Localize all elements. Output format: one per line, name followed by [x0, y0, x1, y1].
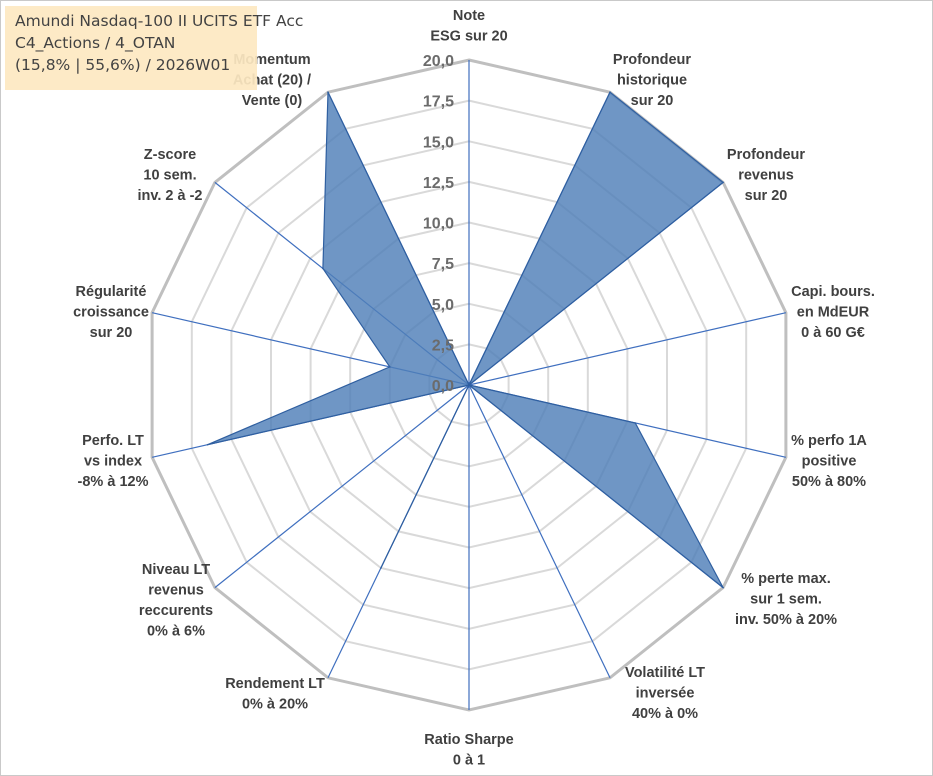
- tick-label: 10,0: [423, 216, 454, 233]
- axis-label: Profondeur historique sur 20: [613, 52, 691, 109]
- axis-label: Volatilité LT inversée 40% à 0%: [625, 665, 705, 722]
- series-point: [322, 267, 324, 270]
- fund-info-box: Amundi Nasdaq-100 II UCITS ETF Acc C4_Ac…: [5, 6, 304, 90]
- tick-label: 17,5: [423, 94, 454, 111]
- axis-label: Z-score 10 sem. inv. 2 à -2: [137, 147, 202, 204]
- tick-label: 5,0: [432, 297, 454, 314]
- fund-category: C4_Actions / 4_OTAN: [15, 34, 176, 52]
- tick-label: 2,5: [432, 337, 454, 354]
- axis-label: Perfo. LT vs index -8% à 12%: [78, 433, 149, 490]
- series-point: [327, 91, 329, 93]
- axis-spoke: [468, 384, 611, 679]
- axis-label: Niveau LT revenus reccurents 0% à 6%: [139, 562, 213, 640]
- series-point: [609, 91, 611, 93]
- tick-label: 0,0: [432, 378, 454, 395]
- tick-label: 15,0: [423, 134, 454, 151]
- radar-series: [206, 91, 725, 589]
- fund-name: Amundi Nasdaq-100 II UCITS ETF Acc: [15, 12, 304, 30]
- series-area: [207, 91, 725, 589]
- radar-tick-labels: 0,0 2,5 5,0 7,5 10,0 12,5 15,0 17,5 20,0: [423, 53, 454, 395]
- series-point: [389, 366, 391, 368]
- axis-label: Régularité croissance sur 20: [73, 284, 149, 341]
- tick-label: 7,5: [432, 256, 454, 273]
- series-point: [206, 443, 209, 446]
- axis-label: Ratio Sharpe 0 à 1: [424, 732, 513, 769]
- axis-label: Note ESG sur 20: [430, 8, 507, 45]
- series-point: [380, 567, 382, 569]
- axis-label: % perfo 1A positive 50% à 80%: [791, 433, 867, 490]
- series-point: [722, 181, 724, 184]
- tick-label: 12,5: [423, 175, 454, 192]
- axis-label: Capi. bours. en MdEUR 0 à 60 G€: [791, 284, 875, 341]
- axis-spoke: [468, 312, 787, 386]
- radar-axis-labels: Note ESG sur 20 Profondeur historique sur 20…: [73, 8, 875, 769]
- tick-label: 20,0: [423, 53, 454, 70]
- series-point: [722, 586, 724, 589]
- fund-stats: (15,8% | 55,6%) / 2026W01: [15, 56, 231, 74]
- series-point: [634, 422, 637, 424]
- series-point: [468, 384, 470, 386]
- axis-label: Profondeur revenus sur 20: [727, 147, 805, 204]
- axis-spoke: [214, 384, 470, 589]
- axis-label: Rendement LT 0% à 20%: [225, 676, 325, 713]
- axis-label: % perte max. sur 1 sem. inv. 50% à 20%: [735, 571, 837, 628]
